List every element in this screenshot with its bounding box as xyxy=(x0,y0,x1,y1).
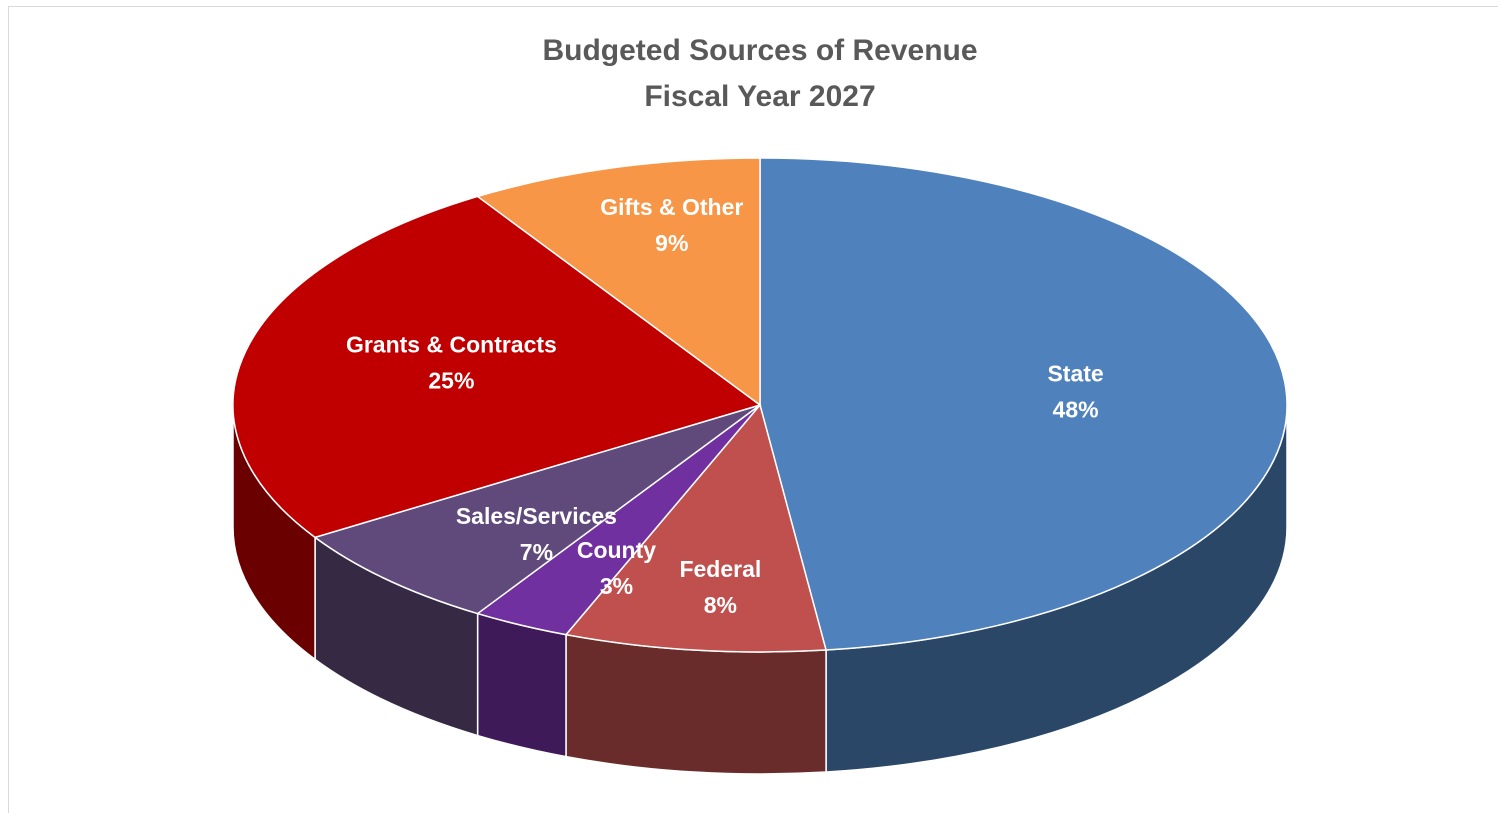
pie-slice xyxy=(313,404,761,615)
chart-title: Budgeted Sources of Revenue xyxy=(542,34,977,67)
slice-category-label: Federal xyxy=(679,556,761,582)
slice-category-label: Gifts & Other xyxy=(600,194,743,220)
data-labels: State 48% Federal 8% County 3% Sales/Services 7… xyxy=(346,194,1104,618)
slice-side xyxy=(476,612,567,758)
pie-slice xyxy=(564,403,828,653)
slice-value-label: 3% xyxy=(600,573,633,599)
pie-slice xyxy=(475,157,761,407)
slice-value-label: 8% xyxy=(704,592,737,618)
pie-slice xyxy=(232,195,762,539)
pie-slice xyxy=(759,157,1288,651)
slice-category-label: State xyxy=(1047,360,1103,386)
chart-subtitle: Fiscal Year 2027 xyxy=(644,80,875,113)
pie-sides xyxy=(232,404,1288,775)
slice-value-label: 25% xyxy=(428,368,474,394)
pie-tops xyxy=(232,157,1288,653)
slice-category-label: Sales/Services xyxy=(456,503,617,529)
slice-category-label: Grants & Contracts xyxy=(346,332,557,358)
slice-value-label: 9% xyxy=(655,230,688,256)
slice-side xyxy=(565,633,827,775)
slice-value-label: 48% xyxy=(1053,396,1099,422)
slice-category-label: County xyxy=(577,537,656,563)
slice-value-label: 7% xyxy=(520,539,553,565)
